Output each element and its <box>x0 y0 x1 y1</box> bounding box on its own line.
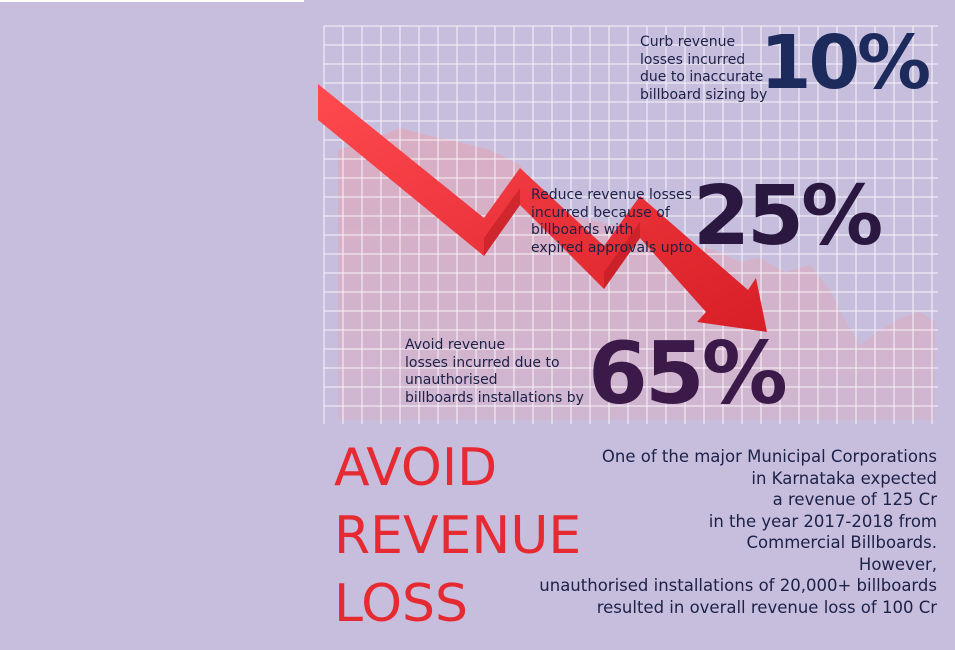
stat-25-line-3: billboards with <box>531 222 634 238</box>
stat-10-line-2: losses incurred <box>640 51 746 68</box>
headline: AVOID REVENUE LOSS <box>334 434 581 638</box>
stat-25-line-4: expired approvals upto <box>531 239 693 256</box>
headline-line-1: AVOID <box>334 438 498 498</box>
stat-65-value: 65% <box>588 324 788 424</box>
description-line-3: a revenue of 125 Cr <box>772 490 937 509</box>
stat-65-line-3: unauthorised <box>405 372 498 388</box>
stat-10-value: 10% <box>760 20 931 106</box>
stat-10-text: Curb revenue losses incurred due to inac… <box>640 34 767 104</box>
description-line-6: However, <box>858 554 937 574</box>
description-line-1: One of the major Municipal Corporations <box>601 447 937 466</box>
stat-10-line-4: billboard sizing by <box>640 86 768 103</box>
down-trend-arrow-icon <box>318 84 767 332</box>
stat-25-line-1: Reduce revenue losses <box>531 187 692 203</box>
description-line-4: in the year 2017-2018 from <box>708 511 937 531</box>
stat-25-text: Reduce revenue losses incurred because o… <box>531 187 693 257</box>
description-line-8: resulted in overall revenue loss of 100 … <box>596 597 937 617</box>
stat-65-text: Avoid revenue losses incurred due to una… <box>405 337 584 407</box>
stat-10-line-1: Curb revenue <box>640 34 736 50</box>
stat-65-line-2: losses incurred due to <box>405 354 560 371</box>
description-line-2: in Karnataka expected <box>751 468 937 488</box>
stat-65-line-4: billboards installations by <box>405 389 584 406</box>
stat-25-line-2: incurred because of <box>531 204 670 221</box>
background-area-chart <box>338 128 935 420</box>
headline-line-2: REVENUE <box>334 506 582 566</box>
description-paragraph: One of the major Municipal Corporations … <box>507 446 937 618</box>
description-line-5: Commercial Billboards. <box>746 533 938 552</box>
stat-65-line-1: Avoid revenue <box>405 337 506 353</box>
description-line-7: unauthorised installations of 20,000+ bi… <box>539 576 937 595</box>
top-strip <box>0 0 304 2</box>
headline-line-3: LOSS <box>334 574 469 634</box>
stat-25-value: 25% <box>693 169 883 264</box>
stat-10-line-3: due to inaccurate <box>640 69 764 85</box>
